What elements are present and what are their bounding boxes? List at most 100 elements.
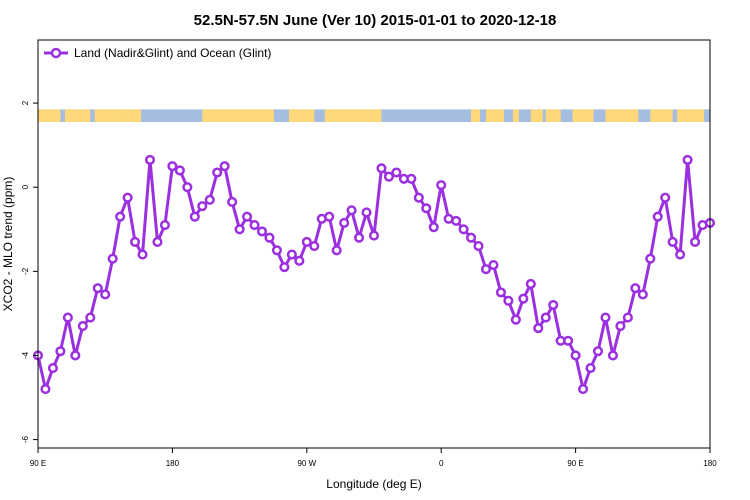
data-point bbox=[600, 312, 611, 323]
data-point bbox=[675, 249, 686, 260]
data-point bbox=[585, 363, 596, 374]
legend-marker bbox=[50, 47, 62, 59]
data-point bbox=[85, 312, 96, 323]
data-point bbox=[667, 236, 678, 247]
x-axis: 90 E 180 90 W 0 90 E 180 bbox=[30, 448, 717, 468]
data-point bbox=[607, 350, 618, 361]
data-point bbox=[383, 171, 394, 182]
band-land-segment bbox=[605, 109, 639, 123]
data-point bbox=[563, 335, 574, 346]
data-point bbox=[510, 314, 521, 325]
y-axis: -6 -4 -2 0 2 bbox=[21, 100, 38, 443]
data-point bbox=[533, 323, 544, 334]
data-point bbox=[354, 232, 365, 243]
data-point bbox=[652, 211, 663, 222]
data-point bbox=[503, 295, 514, 306]
band-land-segment bbox=[288, 109, 315, 123]
data-point bbox=[622, 312, 633, 323]
data-point bbox=[189, 211, 200, 222]
data-point bbox=[77, 320, 88, 332]
data-point bbox=[47, 363, 58, 374]
data-point bbox=[174, 165, 185, 176]
data-point bbox=[413, 192, 424, 203]
plot-frame bbox=[37, 39, 711, 449]
data-point bbox=[660, 192, 671, 203]
data-point bbox=[480, 264, 492, 275]
data-point bbox=[234, 224, 245, 235]
data-point bbox=[159, 220, 170, 231]
y-tick-label: -6 bbox=[21, 435, 30, 443]
data-point bbox=[495, 287, 506, 298]
data-point bbox=[286, 249, 297, 260]
data-point bbox=[271, 245, 282, 256]
data-point bbox=[144, 154, 156, 165]
band-land-segment bbox=[545, 109, 561, 123]
data-point bbox=[436, 180, 447, 191]
data-point bbox=[428, 222, 439, 233]
data-point bbox=[115, 211, 126, 222]
data-point bbox=[682, 154, 693, 165]
data-point bbox=[361, 207, 372, 218]
data-point bbox=[204, 194, 215, 205]
data-point bbox=[167, 161, 178, 172]
band-land-segment bbox=[572, 109, 594, 123]
data-point bbox=[309, 241, 320, 252]
series-group bbox=[32, 154, 716, 395]
legend: Land (Nadir&Glint) and Ocean (Glint) bbox=[44, 46, 271, 60]
data-point bbox=[391, 167, 402, 178]
band-land-segment bbox=[512, 109, 519, 123]
data-point bbox=[107, 253, 118, 264]
band-land-segment bbox=[324, 109, 382, 123]
data-point bbox=[548, 299, 559, 311]
data-point bbox=[92, 283, 103, 294]
data-point bbox=[630, 283, 641, 294]
data-point bbox=[264, 232, 275, 243]
data-point bbox=[466, 232, 477, 243]
data-point bbox=[227, 196, 238, 207]
band-land-segment bbox=[471, 109, 481, 123]
data-point bbox=[645, 253, 656, 264]
x-tick-label: 90 W bbox=[297, 459, 316, 468]
data-point bbox=[130, 236, 141, 247]
data-point bbox=[540, 312, 551, 323]
data-point bbox=[615, 320, 626, 332]
y-axis-label: XCO2 - MLO trend (ppm) bbox=[1, 177, 15, 312]
data-point bbox=[690, 236, 701, 247]
data-point bbox=[578, 384, 589, 395]
data-point bbox=[294, 255, 305, 266]
x-tick-label: 90 E bbox=[567, 459, 583, 468]
x-tick-label: 180 bbox=[703, 459, 717, 468]
data-point bbox=[339, 217, 350, 229]
data-point bbox=[100, 289, 111, 300]
band-land-segment bbox=[530, 109, 543, 123]
y-tick-label: -2 bbox=[21, 267, 30, 275]
legend-label: Land (Nadir&Glint) and Ocean (Glint) bbox=[74, 46, 271, 60]
data-point bbox=[137, 249, 148, 260]
data-point bbox=[301, 236, 312, 247]
data-point bbox=[40, 384, 51, 395]
data-point bbox=[637, 289, 648, 300]
band-land-segment bbox=[677, 109, 705, 123]
data-point bbox=[324, 211, 335, 222]
data-point bbox=[242, 211, 253, 222]
data-point bbox=[592, 346, 604, 357]
band-land-segment bbox=[650, 109, 673, 123]
band-land-segment bbox=[127, 109, 142, 123]
data-point bbox=[55, 346, 66, 357]
y-tick-label: -4 bbox=[21, 351, 30, 359]
data-point bbox=[376, 163, 387, 174]
data-point bbox=[182, 182, 193, 193]
data-point bbox=[62, 312, 73, 323]
y-tick-label: 0 bbox=[21, 184, 30, 189]
data-point bbox=[256, 226, 268, 237]
band-land-segment bbox=[64, 109, 91, 123]
data-point bbox=[473, 241, 484, 252]
x-tick-label: 90 E bbox=[30, 459, 46, 468]
data-point bbox=[518, 293, 529, 304]
band-land-segment bbox=[94, 109, 128, 123]
data-point bbox=[219, 161, 230, 172]
data-point bbox=[368, 230, 380, 241]
data-point bbox=[197, 201, 208, 212]
data-point bbox=[421, 203, 432, 214]
